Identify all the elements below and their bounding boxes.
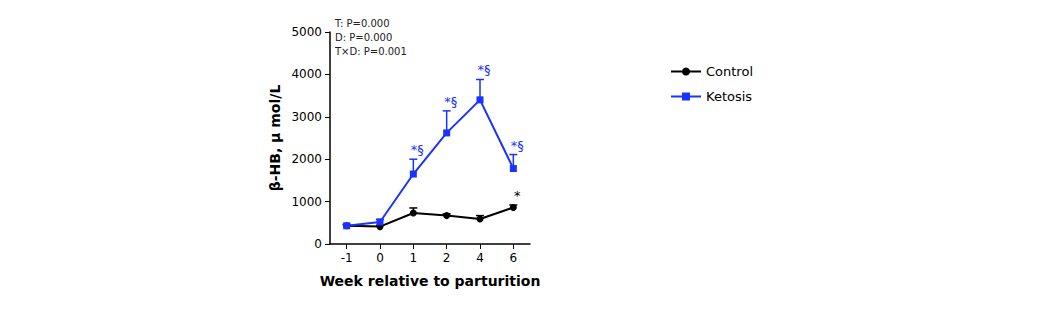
svg-text:2: 2 bbox=[443, 251, 451, 265]
svg-text:T×D: P=0.001: T×D: P=0.001 bbox=[334, 46, 407, 57]
svg-text:2000: 2000 bbox=[291, 152, 322, 166]
svg-text:4: 4 bbox=[476, 251, 484, 265]
svg-text:0: 0 bbox=[376, 251, 384, 265]
svg-text:3000: 3000 bbox=[291, 110, 322, 124]
svg-text:*§: *§ bbox=[478, 62, 491, 77]
svg-text:6: 6 bbox=[510, 251, 518, 265]
svg-text:4000: 4000 bbox=[291, 67, 322, 81]
svg-text:0: 0 bbox=[314, 237, 322, 251]
svg-text:Control: Control bbox=[706, 64, 753, 79]
svg-text:-1: -1 bbox=[341, 251, 353, 265]
svg-text:T: P=0.000: T: P=0.000 bbox=[334, 18, 390, 29]
svg-text:β-HB, μ mol/L: β-HB, μ mol/L bbox=[267, 85, 283, 192]
svg-text:Ketosis: Ketosis bbox=[706, 89, 752, 104]
svg-text:*§: *§ bbox=[411, 142, 424, 157]
svg-text:1000: 1000 bbox=[291, 195, 322, 209]
svg-text:*§: *§ bbox=[444, 94, 457, 109]
svg-text:1: 1 bbox=[410, 251, 418, 265]
svg-text:Week relative to parturition: Week relative to parturition bbox=[320, 273, 541, 289]
svg-text:*: * bbox=[514, 188, 521, 203]
svg-text:*§: *§ bbox=[511, 138, 524, 153]
svg-text:5000: 5000 bbox=[291, 25, 322, 39]
svg-text:D: P=0.000: D: P=0.000 bbox=[335, 32, 392, 43]
